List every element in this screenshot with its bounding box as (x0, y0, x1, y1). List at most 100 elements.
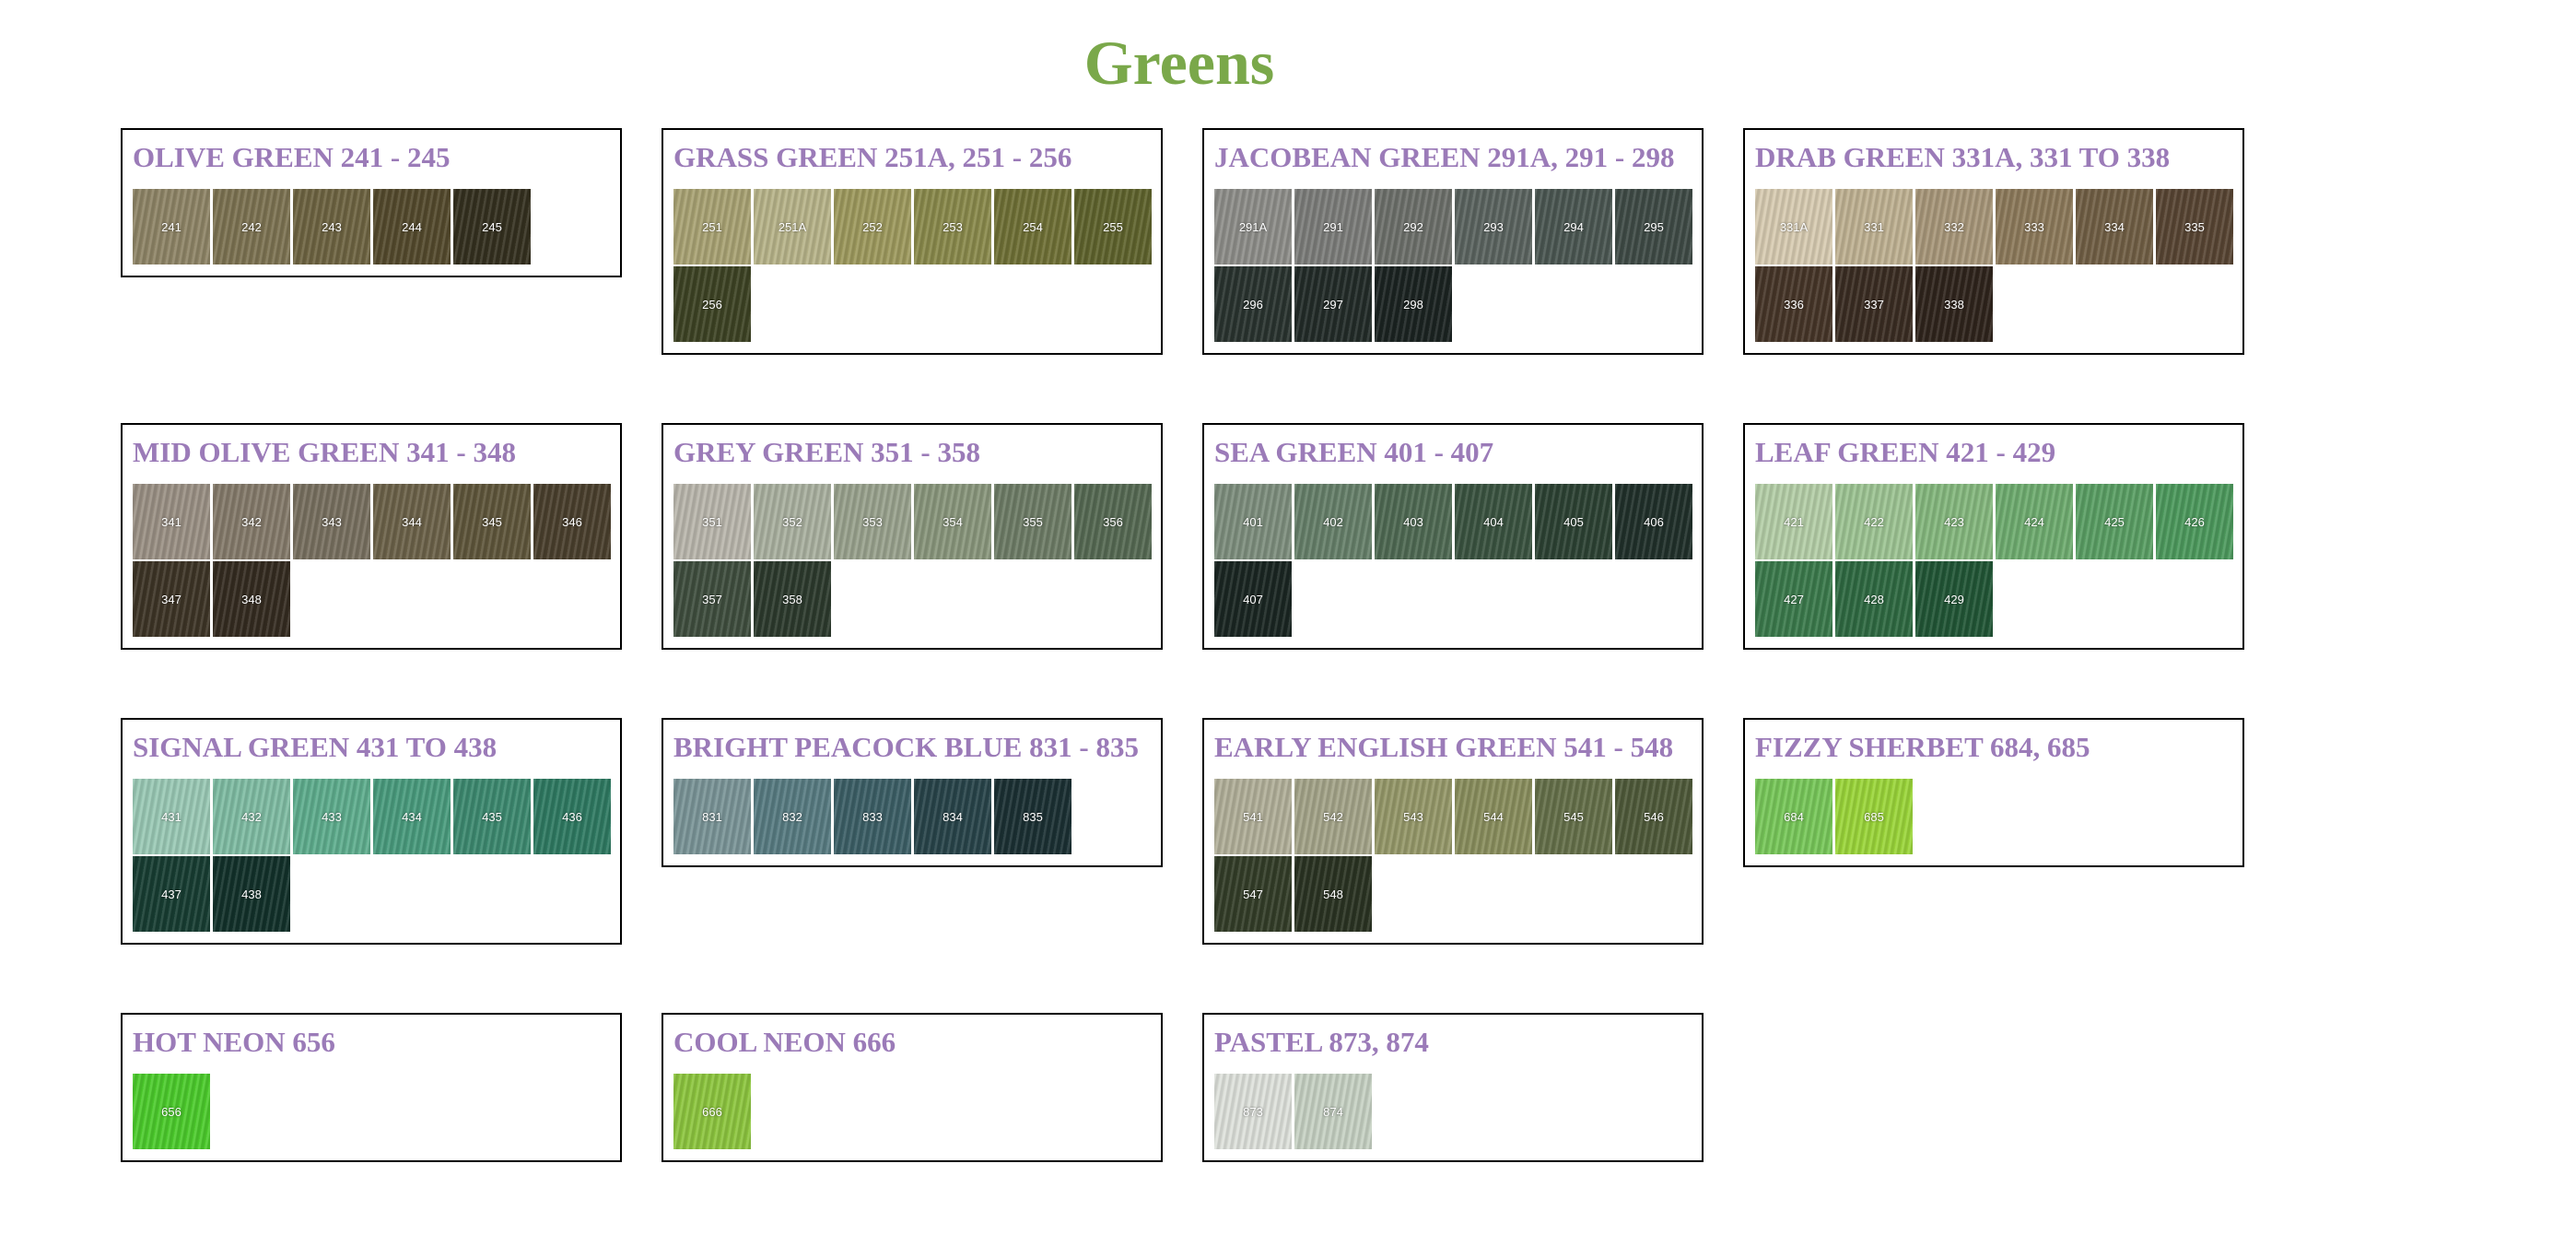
color-swatch[interactable]: 331 (1835, 189, 1913, 264)
color-swatch[interactable]: 291 (1294, 189, 1372, 264)
color-swatch[interactable]: 345 (453, 484, 531, 559)
color-swatch[interactable]: 245 (453, 189, 531, 264)
swatch-list: 241 242 243 244 245 (133, 189, 619, 266)
color-swatch[interactable]: 432 (213, 779, 290, 854)
color-swatch[interactable]: 241 (133, 189, 210, 264)
color-swatch[interactable]: 338 (1915, 266, 1993, 342)
color-group-card: GRASS GREEN 251A, 251 - 256 251 251A 252 253… (662, 128, 1163, 355)
color-swatch[interactable]: 355 (994, 484, 1071, 559)
color-group-title: GREY GREEN 351 - 358 (673, 436, 980, 468)
color-swatch[interactable]: 832 (754, 779, 831, 854)
color-swatch[interactable]: 428 (1835, 561, 1913, 637)
color-swatch[interactable]: 243 (293, 189, 370, 264)
color-swatch[interactable]: 253 (914, 189, 991, 264)
color-swatch[interactable]: 295 (1615, 189, 1692, 264)
color-swatch[interactable]: 437 (133, 856, 210, 932)
color-swatch[interactable]: 656 (133, 1074, 210, 1149)
color-swatch[interactable]: 548 (1294, 856, 1372, 932)
color-swatch[interactable]: 337 (1835, 266, 1913, 342)
color-swatch[interactable]: 542 (1294, 779, 1372, 854)
color-swatch[interactable]: 546 (1615, 779, 1692, 854)
color-swatch[interactable]: 252 (834, 189, 911, 264)
color-swatch[interactable]: 403 (1375, 484, 1452, 559)
color-swatch[interactable]: 256 (673, 266, 751, 342)
swatch-list: 351 352 353 354 355 356 357 358 (673, 484, 1160, 639)
color-swatch[interactable]: 429 (1915, 561, 1993, 637)
color-swatch[interactable]: 438 (213, 856, 290, 932)
color-swatch[interactable]: 421 (1755, 484, 1832, 559)
color-swatch[interactable]: 426 (2156, 484, 2233, 559)
color-swatch[interactable]: 543 (1375, 779, 1452, 854)
color-swatch[interactable]: 335 (2156, 189, 2233, 264)
color-swatch[interactable]: 346 (533, 484, 611, 559)
color-swatch[interactable]: 244 (373, 189, 451, 264)
color-swatch[interactable]: 341 (133, 484, 210, 559)
color-swatch[interactable]: 835 (994, 779, 1071, 854)
color-swatch[interactable]: 297 (1294, 266, 1372, 342)
color-swatch[interactable]: 833 (834, 779, 911, 854)
color-swatch[interactable]: 874 (1294, 1074, 1372, 1149)
color-swatch[interactable]: 436 (533, 779, 611, 854)
color-swatch[interactable]: 402 (1294, 484, 1372, 559)
color-swatch[interactable]: 547 (1214, 856, 1292, 932)
color-swatch[interactable]: 405 (1535, 484, 1612, 559)
color-swatch[interactable]: 255 (1074, 189, 1152, 264)
color-swatch[interactable]: 332 (1915, 189, 1993, 264)
color-swatch[interactable]: 296 (1214, 266, 1292, 342)
color-swatch[interactable]: 873 (1214, 1074, 1292, 1149)
color-group-card: DRAB GREEN 331A, 331 TO 338 331A 331 332 333… (1743, 128, 2244, 355)
color-swatch[interactable]: 544 (1455, 779, 1532, 854)
color-swatch[interactable]: 298 (1375, 266, 1452, 342)
color-swatch[interactable]: 356 (1074, 484, 1152, 559)
color-swatch[interactable]: 333 (1996, 189, 2073, 264)
color-swatch[interactable]: 434 (373, 779, 451, 854)
color-swatch[interactable]: 684 (1755, 779, 1832, 854)
color-swatch[interactable]: 424 (1996, 484, 2073, 559)
color-swatch[interactable]: 423 (1915, 484, 1993, 559)
color-swatch[interactable]: 435 (453, 779, 531, 854)
color-swatch[interactable]: 336 (1755, 266, 1832, 342)
color-swatch[interactable]: 834 (914, 779, 991, 854)
color-swatch[interactable]: 422 (1835, 484, 1913, 559)
color-swatch[interactable]: 666 (673, 1074, 751, 1149)
color-group-title: PASTEL 873, 874 (1214, 1026, 1429, 1058)
swatch-list: 541 542 543 544 545 546 547 548 (1214, 779, 1701, 934)
color-swatch[interactable]: 545 (1535, 779, 1612, 854)
color-swatch[interactable]: 293 (1455, 189, 1532, 264)
color-swatch[interactable]: 404 (1455, 484, 1532, 559)
color-group-title: LEAF GREEN 421 - 429 (1755, 436, 2056, 468)
color-swatch[interactable]: 242 (213, 189, 290, 264)
color-swatch[interactable]: 343 (293, 484, 370, 559)
color-swatch[interactable]: 251A (754, 189, 831, 264)
color-swatch[interactable]: 427 (1755, 561, 1832, 637)
color-swatch[interactable]: 425 (2076, 484, 2153, 559)
color-group-title: COOL NEON 666 (673, 1026, 896, 1058)
color-swatch[interactable]: 294 (1535, 189, 1612, 264)
color-swatch[interactable]: 291A (1214, 189, 1292, 264)
color-swatch[interactable]: 406 (1615, 484, 1692, 559)
color-swatch[interactable]: 254 (994, 189, 1071, 264)
color-swatch[interactable]: 831 (673, 779, 751, 854)
color-swatch[interactable]: 358 (754, 561, 831, 637)
color-swatch[interactable]: 407 (1214, 561, 1292, 637)
color-swatch[interactable]: 353 (834, 484, 911, 559)
color-swatch[interactable]: 541 (1214, 779, 1292, 854)
color-swatch[interactable]: 348 (213, 561, 290, 637)
color-swatch[interactable]: 344 (373, 484, 451, 559)
color-swatch[interactable]: 354 (914, 484, 991, 559)
color-swatch[interactable]: 251 (673, 189, 751, 264)
color-swatch[interactable]: 685 (1835, 779, 1913, 854)
swatch-list: 341 342 343 344 345 346 347 348 (133, 484, 619, 639)
color-swatch[interactable]: 401 (1214, 484, 1292, 559)
color-swatch[interactable]: 331A (1755, 189, 1832, 264)
color-swatch[interactable]: 357 (673, 561, 751, 637)
color-swatch[interactable]: 431 (133, 779, 210, 854)
color-swatch[interactable]: 351 (673, 484, 751, 559)
color-swatch[interactable]: 342 (213, 484, 290, 559)
color-swatch[interactable]: 292 (1375, 189, 1452, 264)
color-group-card: SEA GREEN 401 - 407 401 402 403 404 405 406 407 (1202, 423, 1704, 650)
color-swatch[interactable]: 334 (2076, 189, 2153, 264)
color-swatch[interactable]: 347 (133, 561, 210, 637)
color-swatch[interactable]: 352 (754, 484, 831, 559)
color-swatch[interactable]: 433 (293, 779, 370, 854)
